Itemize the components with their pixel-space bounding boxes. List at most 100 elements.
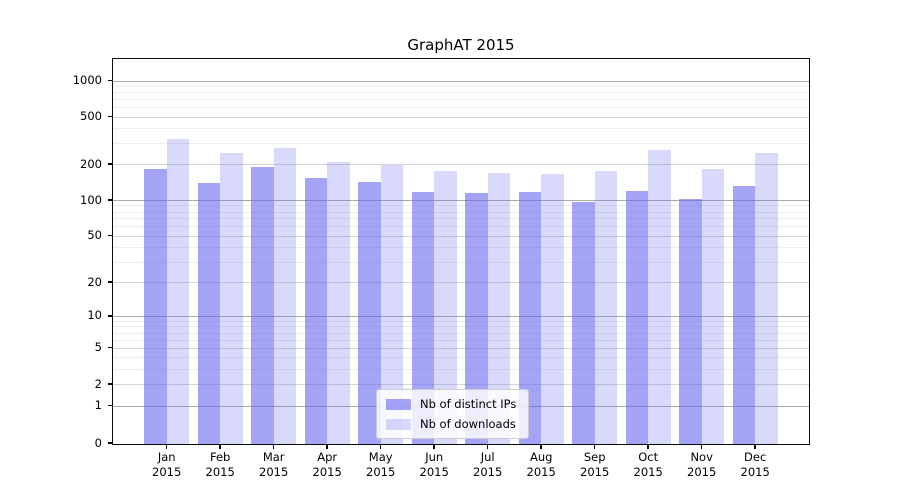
- y-tick-label-0: 0: [94, 435, 102, 450]
- x-tick-mark-jan: [165, 444, 168, 449]
- x-tick-mark-oct: [647, 444, 649, 449]
- gridline-10: [113, 315, 809, 317]
- minor-gridline-80: [113, 211, 809, 213]
- bar-nb-of-downloads-jan: [166, 138, 190, 444]
- y-tick-label-1000: 1000: [72, 73, 102, 87]
- bar-nb-of-distinct-ips-jun: [411, 191, 435, 444]
- bar-nb-of-downloads-apr: [327, 162, 350, 444]
- x-tick-label-nov: Nov 2015: [674, 450, 730, 479]
- gridline-5: [113, 347, 809, 349]
- minor-gridline-3: [113, 368, 809, 370]
- x-tick-label-mar: Mar 2015: [246, 450, 302, 479]
- x-tick-year-apr: 2015: [312, 464, 342, 479]
- x-tick-mark-jul: [486, 444, 489, 449]
- bar-nb-of-distinct-ips-feb: [197, 183, 221, 444]
- x-tick-month-jun: Jun: [425, 450, 444, 464]
- y-tick-mark-20: [108, 281, 113, 283]
- x-tick-year-dec: 2015: [740, 464, 770, 479]
- bar-nb-of-distinct-ips-jul: [465, 192, 488, 444]
- x-tick-month-sep: Sep: [583, 450, 606, 464]
- x-tick-mark-mar: [272, 444, 275, 449]
- gridline-20: [113, 282, 809, 283]
- x-tick-month-mar: Mar: [262, 450, 285, 464]
- x-tick-label-may: May 2015: [353, 450, 409, 479]
- gridline-2: [113, 384, 809, 386]
- x-tick-year-jan: 2015: [152, 464, 182, 479]
- y-tick-mark-2: [108, 383, 113, 385]
- x-tick-year-may: 2015: [366, 464, 396, 479]
- gridline-200: [113, 164, 809, 166]
- x-tick-label-dec: Dec 2015: [727, 450, 783, 479]
- bar-nb-of-distinct-ips-jan: [144, 169, 167, 444]
- bar-nb-of-distinct-ips-mar: [251, 167, 274, 444]
- x-tick-year-nov: 2015: [687, 464, 717, 479]
- gridline-500: [113, 116, 809, 118]
- y-tick-mark-1: [108, 404, 113, 407]
- x-tick-label-jan: Jan 2015: [139, 450, 195, 479]
- x-tick-mark-may: [379, 444, 382, 449]
- x-tick-mark-feb: [219, 444, 221, 449]
- y-tick-mark-500: [108, 115, 113, 118]
- legend-item-downloads: Nb of downloads: [386, 417, 516, 431]
- legend-item-distinct-ips: Nb of distinct IPs: [386, 397, 516, 411]
- minor-gridline-90: [113, 205, 809, 207]
- y-tick-label-10: 10: [87, 308, 102, 323]
- x-tick-label-aug: Aug 2015: [513, 450, 569, 479]
- minor-gridline-7: [113, 332, 809, 334]
- x-tick-month-dec: Dec: [744, 450, 767, 464]
- gridline-100: [113, 200, 809, 201]
- y-tick-mark-200: [108, 163, 113, 165]
- y-tick-label-500: 500: [80, 109, 102, 123]
- y-tick-label-5: 5: [94, 340, 102, 355]
- x-tick-month-feb: Feb: [210, 450, 231, 464]
- bar-nb-of-downloads-oct: [648, 149, 671, 444]
- minor-gridline-800: [113, 92, 809, 94]
- bar-nb-of-downloads-dec: [755, 153, 778, 444]
- gridline-50: [113, 235, 809, 237]
- y-tick-mark-1000: [108, 79, 113, 82]
- minor-gridline-400: [113, 128, 809, 130]
- plot-area: Nb of distinct IPs Nb of downloads: [112, 58, 810, 445]
- x-tick-month-jan: Jan: [157, 450, 176, 464]
- x-tick-mark-sep: [593, 444, 596, 449]
- x-tick-year-sep: 2015: [580, 464, 610, 479]
- x-tick-month-oct: Oct: [638, 450, 659, 464]
- legend-label-distinct-ips: Nb of distinct IPs: [420, 397, 517, 411]
- y-tick-mark-10: [108, 315, 113, 317]
- y-tick-mark-100: [108, 199, 113, 201]
- minor-gridline-30: [113, 261, 809, 263]
- bar-nb-of-distinct-ips-dec: [732, 186, 756, 444]
- y-tick-mark-5: [108, 346, 113, 349]
- x-tick-month-nov: Nov: [690, 450, 713, 464]
- bar-nb-of-distinct-ips-may: [358, 181, 381, 444]
- x-tick-mark-nov: [700, 444, 703, 449]
- x-tick-label-sep: Sep 2015: [567, 450, 623, 479]
- x-tick-label-jul: Jul 2015: [460, 450, 516, 479]
- bar-nb-of-downloads-sep: [594, 171, 618, 444]
- x-tick-mark-aug: [540, 444, 542, 449]
- y-tick-label-1: 1: [94, 398, 102, 413]
- x-tick-month-jul: Jul: [480, 450, 495, 464]
- bar-nb-of-downloads-mar: [273, 148, 297, 444]
- x-tick-label-apr: Apr 2015: [299, 450, 355, 479]
- x-tick-label-jun: Jun 2015: [406, 450, 462, 479]
- y-tick-label-100: 100: [80, 192, 102, 207]
- minor-gridline-9: [113, 320, 809, 322]
- legend-swatch-downloads: [386, 418, 411, 430]
- y-tick-label-2: 2: [94, 376, 102, 391]
- x-tick-year-feb: 2015: [205, 464, 235, 479]
- x-tick-mark-dec: [754, 444, 756, 449]
- x-tick-year-jul: 2015: [473, 464, 503, 479]
- x-tick-year-mar: 2015: [259, 464, 289, 479]
- bars-layer: [113, 59, 809, 444]
- minor-gridline-6: [113, 339, 809, 341]
- bar-nb-of-downloads-jun: [434, 171, 457, 444]
- x-tick-mark-apr: [326, 444, 328, 449]
- x-tick-label-feb: Feb 2015: [192, 450, 248, 479]
- y-tick-mark-50: [108, 234, 113, 237]
- gridline-1000: [113, 80, 809, 82]
- y-tick-mark-0: [108, 442, 113, 444]
- bar-nb-of-distinct-ips-nov: [679, 198, 702, 444]
- bar-nb-of-downloads-aug: [541, 174, 564, 444]
